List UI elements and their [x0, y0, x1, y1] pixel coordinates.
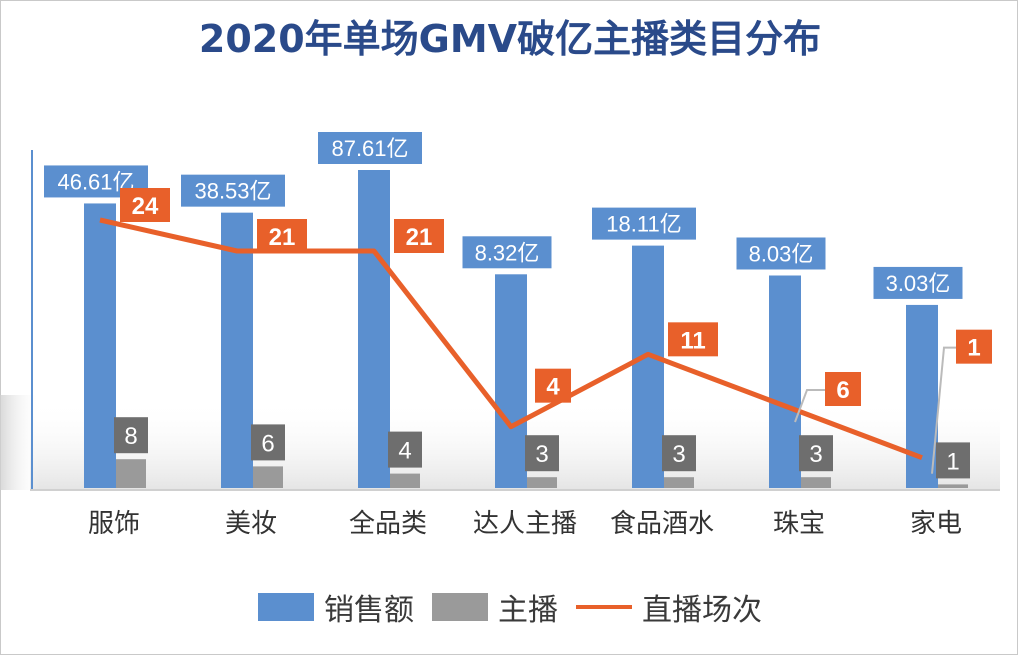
sessions-data-label: 21: [406, 224, 433, 251]
legend-item-sales[interactable]: 销售额: [258, 585, 414, 629]
legend-label-sales: 销售额: [324, 593, 414, 628]
sales-data-label: 8.32亿: [475, 240, 540, 265]
legend-label-sessions: 直播场次: [642, 593, 762, 628]
sales-bar: [358, 170, 390, 488]
sales-label-bg: [873, 266, 963, 299]
sessions-label-bg: [825, 372, 861, 406]
anchor-label-bg: [799, 435, 833, 472]
legend: 销售额 主播 直播场次: [0, 585, 1020, 629]
sales-data-label: 3.03亿: [886, 271, 951, 296]
sessions-data-label: 24: [132, 193, 159, 220]
sessions-line: [99, 217, 923, 461]
anchor-bar: [116, 459, 146, 488]
sessions-label-bg: [257, 219, 307, 253]
sales-bar: [221, 212, 253, 488]
anchor-bar: [664, 477, 694, 488]
legend-swatch-sessions: [576, 605, 632, 609]
anchor-data-label: 6: [261, 430, 274, 457]
anchor-label-bg: [251, 424, 285, 461]
x-tick-label: 珠宝: [773, 509, 825, 539]
sales-data-label: 38.53亿: [194, 179, 271, 204]
anchor-bar: [253, 466, 283, 488]
sales-label-bg: [736, 237, 826, 270]
sessions-leader-line: [794, 389, 825, 423]
sales-bar: [84, 203, 116, 488]
anchor-label-bg: [525, 435, 559, 472]
anchor-label-bg: [114, 417, 148, 454]
legend-swatch-sales: [258, 593, 314, 621]
anchor-data-label: 8: [124, 423, 137, 450]
anchor-data-label: 1: [946, 448, 959, 475]
sessions-label-bg: [120, 188, 170, 222]
sessions-data-label: 6: [836, 377, 849, 404]
sales-bar: [495, 274, 527, 488]
sales-bar: [632, 245, 664, 488]
legend-label-anchors: 主播: [498, 593, 558, 628]
sessions-leader-line: [931, 346, 956, 474]
sales-data-label: 8.03亿: [749, 241, 814, 266]
sales-bar: [769, 275, 801, 488]
anchor-data-label: 3: [535, 441, 548, 468]
sessions-label-bg: [394, 219, 444, 253]
legend-item-anchors[interactable]: 主播: [432, 585, 558, 629]
anchor-label-bg: [388, 431, 422, 468]
legend-swatch-anchors: [432, 593, 488, 621]
anchor-bar: [527, 477, 557, 488]
sessions-label-bg: [668, 322, 718, 357]
legend-item-sessions[interactable]: 直播场次: [576, 585, 762, 629]
sales-label-bg: [462, 236, 552, 269]
sessions-label-bg: [535, 368, 571, 403]
anchor-data-label: 4: [398, 438, 411, 465]
anchor-label-bg: [662, 435, 696, 472]
anchor-data-label: 3: [809, 441, 822, 468]
anchor-bar: [938, 484, 968, 488]
anchor-label-bg: [936, 442, 970, 479]
x-tick-label: 服饰: [88, 509, 140, 539]
x-tick-label: 美妆: [225, 509, 277, 539]
anchor-bar: [801, 477, 831, 488]
plot-side-shade: [0, 395, 40, 490]
x-tick-label: 食品酒水: [610, 509, 714, 539]
sales-data-label: 18.11亿: [606, 212, 681, 237]
chart-title: 2020年单场GMV破亿主播类目分布: [198, 17, 822, 61]
sales-label-bg: [318, 132, 422, 164]
sessions-label-bg: [956, 329, 992, 364]
x-tick-label: 家电: [910, 509, 962, 539]
sessions-data-label: 11: [680, 327, 705, 354]
sales-label-bg: [592, 207, 696, 240]
sessions-data-label: 4: [546, 374, 560, 401]
sales-data-label: 87.61亿: [331, 136, 408, 161]
anchor-data-label: 3: [672, 441, 685, 468]
x-tick-label: 达人主播: [473, 509, 577, 539]
x-tick-label: 全品类: [349, 509, 427, 539]
sessions-data-label: 1: [967, 335, 980, 362]
anchor-bar: [390, 473, 420, 488]
sessions-data-label: 21: [269, 224, 296, 251]
sales-label-bg: [181, 174, 285, 207]
